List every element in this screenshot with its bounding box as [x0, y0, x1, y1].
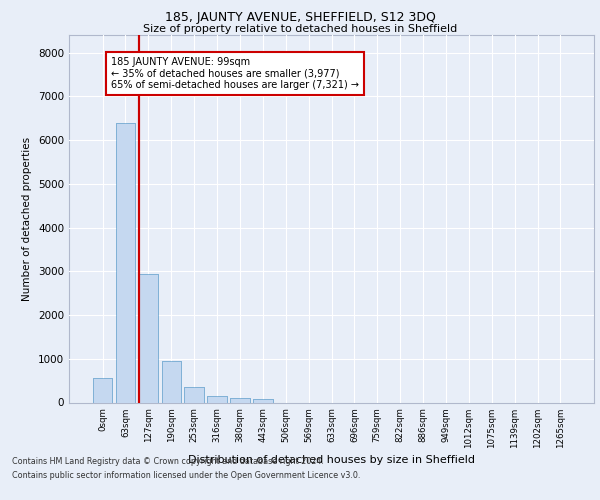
Bar [208, 396, 227, 402]
Text: 185 JAUNTY AVENUE: 99sqm
← 35% of detached houses are smaller (3,977)
65% of sem: 185 JAUNTY AVENUE: 99sqm ← 35% of detach… [111, 57, 359, 90]
Text: Contains HM Land Registry data © Crown copyright and database right 2024.: Contains HM Land Registry data © Crown c… [12, 458, 324, 466]
Bar [184, 387, 204, 402]
X-axis label: Distribution of detached houses by size in Sheffield: Distribution of detached houses by size … [188, 454, 475, 464]
Bar [93, 378, 112, 402]
Bar [253, 400, 272, 402]
Bar [230, 398, 250, 402]
Text: Size of property relative to detached houses in Sheffield: Size of property relative to detached ho… [143, 24, 457, 34]
Bar [93, 378, 112, 402]
Bar [208, 396, 227, 402]
Bar [139, 274, 158, 402]
Bar [161, 360, 181, 403]
Y-axis label: Number of detached properties: Number of detached properties [22, 136, 32, 301]
Bar [253, 400, 272, 402]
Bar [116, 124, 135, 402]
Bar [139, 274, 158, 402]
Bar [161, 360, 181, 403]
Bar [116, 124, 135, 402]
Text: 185, JAUNTY AVENUE, SHEFFIELD, S12 3DQ: 185, JAUNTY AVENUE, SHEFFIELD, S12 3DQ [164, 11, 436, 24]
Text: Contains public sector information licensed under the Open Government Licence v3: Contains public sector information licen… [12, 471, 361, 480]
Bar [184, 387, 204, 402]
Bar [230, 398, 250, 402]
